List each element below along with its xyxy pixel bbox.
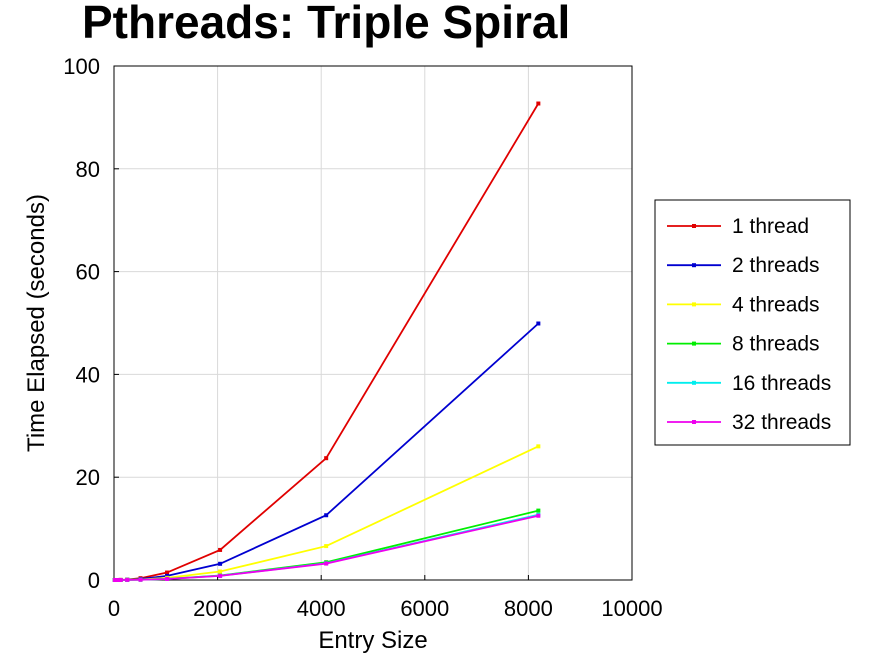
data-point [324,544,329,549]
x-tick-label: 4000 [297,596,346,621]
y-tick-label: 100 [63,54,100,79]
data-point [536,508,541,513]
y-tick-label: 60 [76,260,100,285]
legend-entry: 8 threads [667,333,820,356]
legend-label: 1 thread [732,215,809,238]
data-point [138,577,143,582]
series-1 [112,101,541,582]
x-tick-label: 0 [108,596,120,621]
legend-entry: 2 threads [667,254,820,277]
legend-entry: 1 thread [667,215,809,238]
axis-ticks: 0 2000 4000 6000 8000 10000 0 20 40 60 80 100 [63,54,662,621]
data-point [218,569,223,574]
data-point [536,444,541,449]
data-point [324,561,329,566]
legend-label: 32 threads [732,411,831,434]
legend-swatch-marker [692,224,696,228]
data-point [536,101,541,106]
data-point [165,576,170,581]
legend-label: 4 threads [732,293,820,316]
series-line [114,445,539,581]
legend-entry: 16 threads [667,372,831,395]
series-line [114,322,539,581]
data-point [125,577,130,582]
plot-area-frame [113,65,633,581]
legend-swatch-marker [692,263,696,268]
x-tick-label: 8000 [504,596,553,621]
y-tick-label: 0 [88,568,100,593]
data-point [118,578,123,582]
data-point [536,321,541,326]
series-6 [112,513,541,582]
y-tick-label: 20 [76,465,100,490]
legend-entry: 4 threads [667,293,820,316]
legend-entry: 32 threads [667,411,831,434]
x-tick-label: 2000 [193,596,242,621]
series-line [114,103,540,581]
legend-swatch-marker [692,420,696,424]
data-point [218,573,223,578]
legend-swatch-marker [692,302,696,307]
legend-swatch-marker [692,380,696,385]
data-point [218,561,223,566]
data-point [324,513,329,518]
legend: 1 thread 2 threads 4 threads 8 threads 16 th… [654,199,851,446]
legend-label: 8 threads [732,333,820,356]
grid [114,66,632,580]
legend-label: 16 threads [732,372,831,395]
data-point [115,578,120,582]
y-tick-label: 80 [76,157,100,182]
chart-title: Pthreads: Triple Spiral [82,0,570,48]
legend-swatch-marker [692,341,696,346]
series-lines [112,101,541,582]
y-tick-label: 40 [76,362,100,387]
data-point [324,456,329,461]
data-point [218,547,223,552]
x-tick-label: 10000 [601,596,662,621]
y-axis-label: Time Elapsed (seconds) [23,194,50,452]
series-2 [112,321,541,582]
data-point [165,570,170,575]
x-tick-label: 6000 [400,596,449,621]
x-axis-label: Entry Size [318,627,427,654]
legend-box [654,199,851,446]
legend-label: 2 threads [732,254,820,277]
data-point [536,513,541,518]
